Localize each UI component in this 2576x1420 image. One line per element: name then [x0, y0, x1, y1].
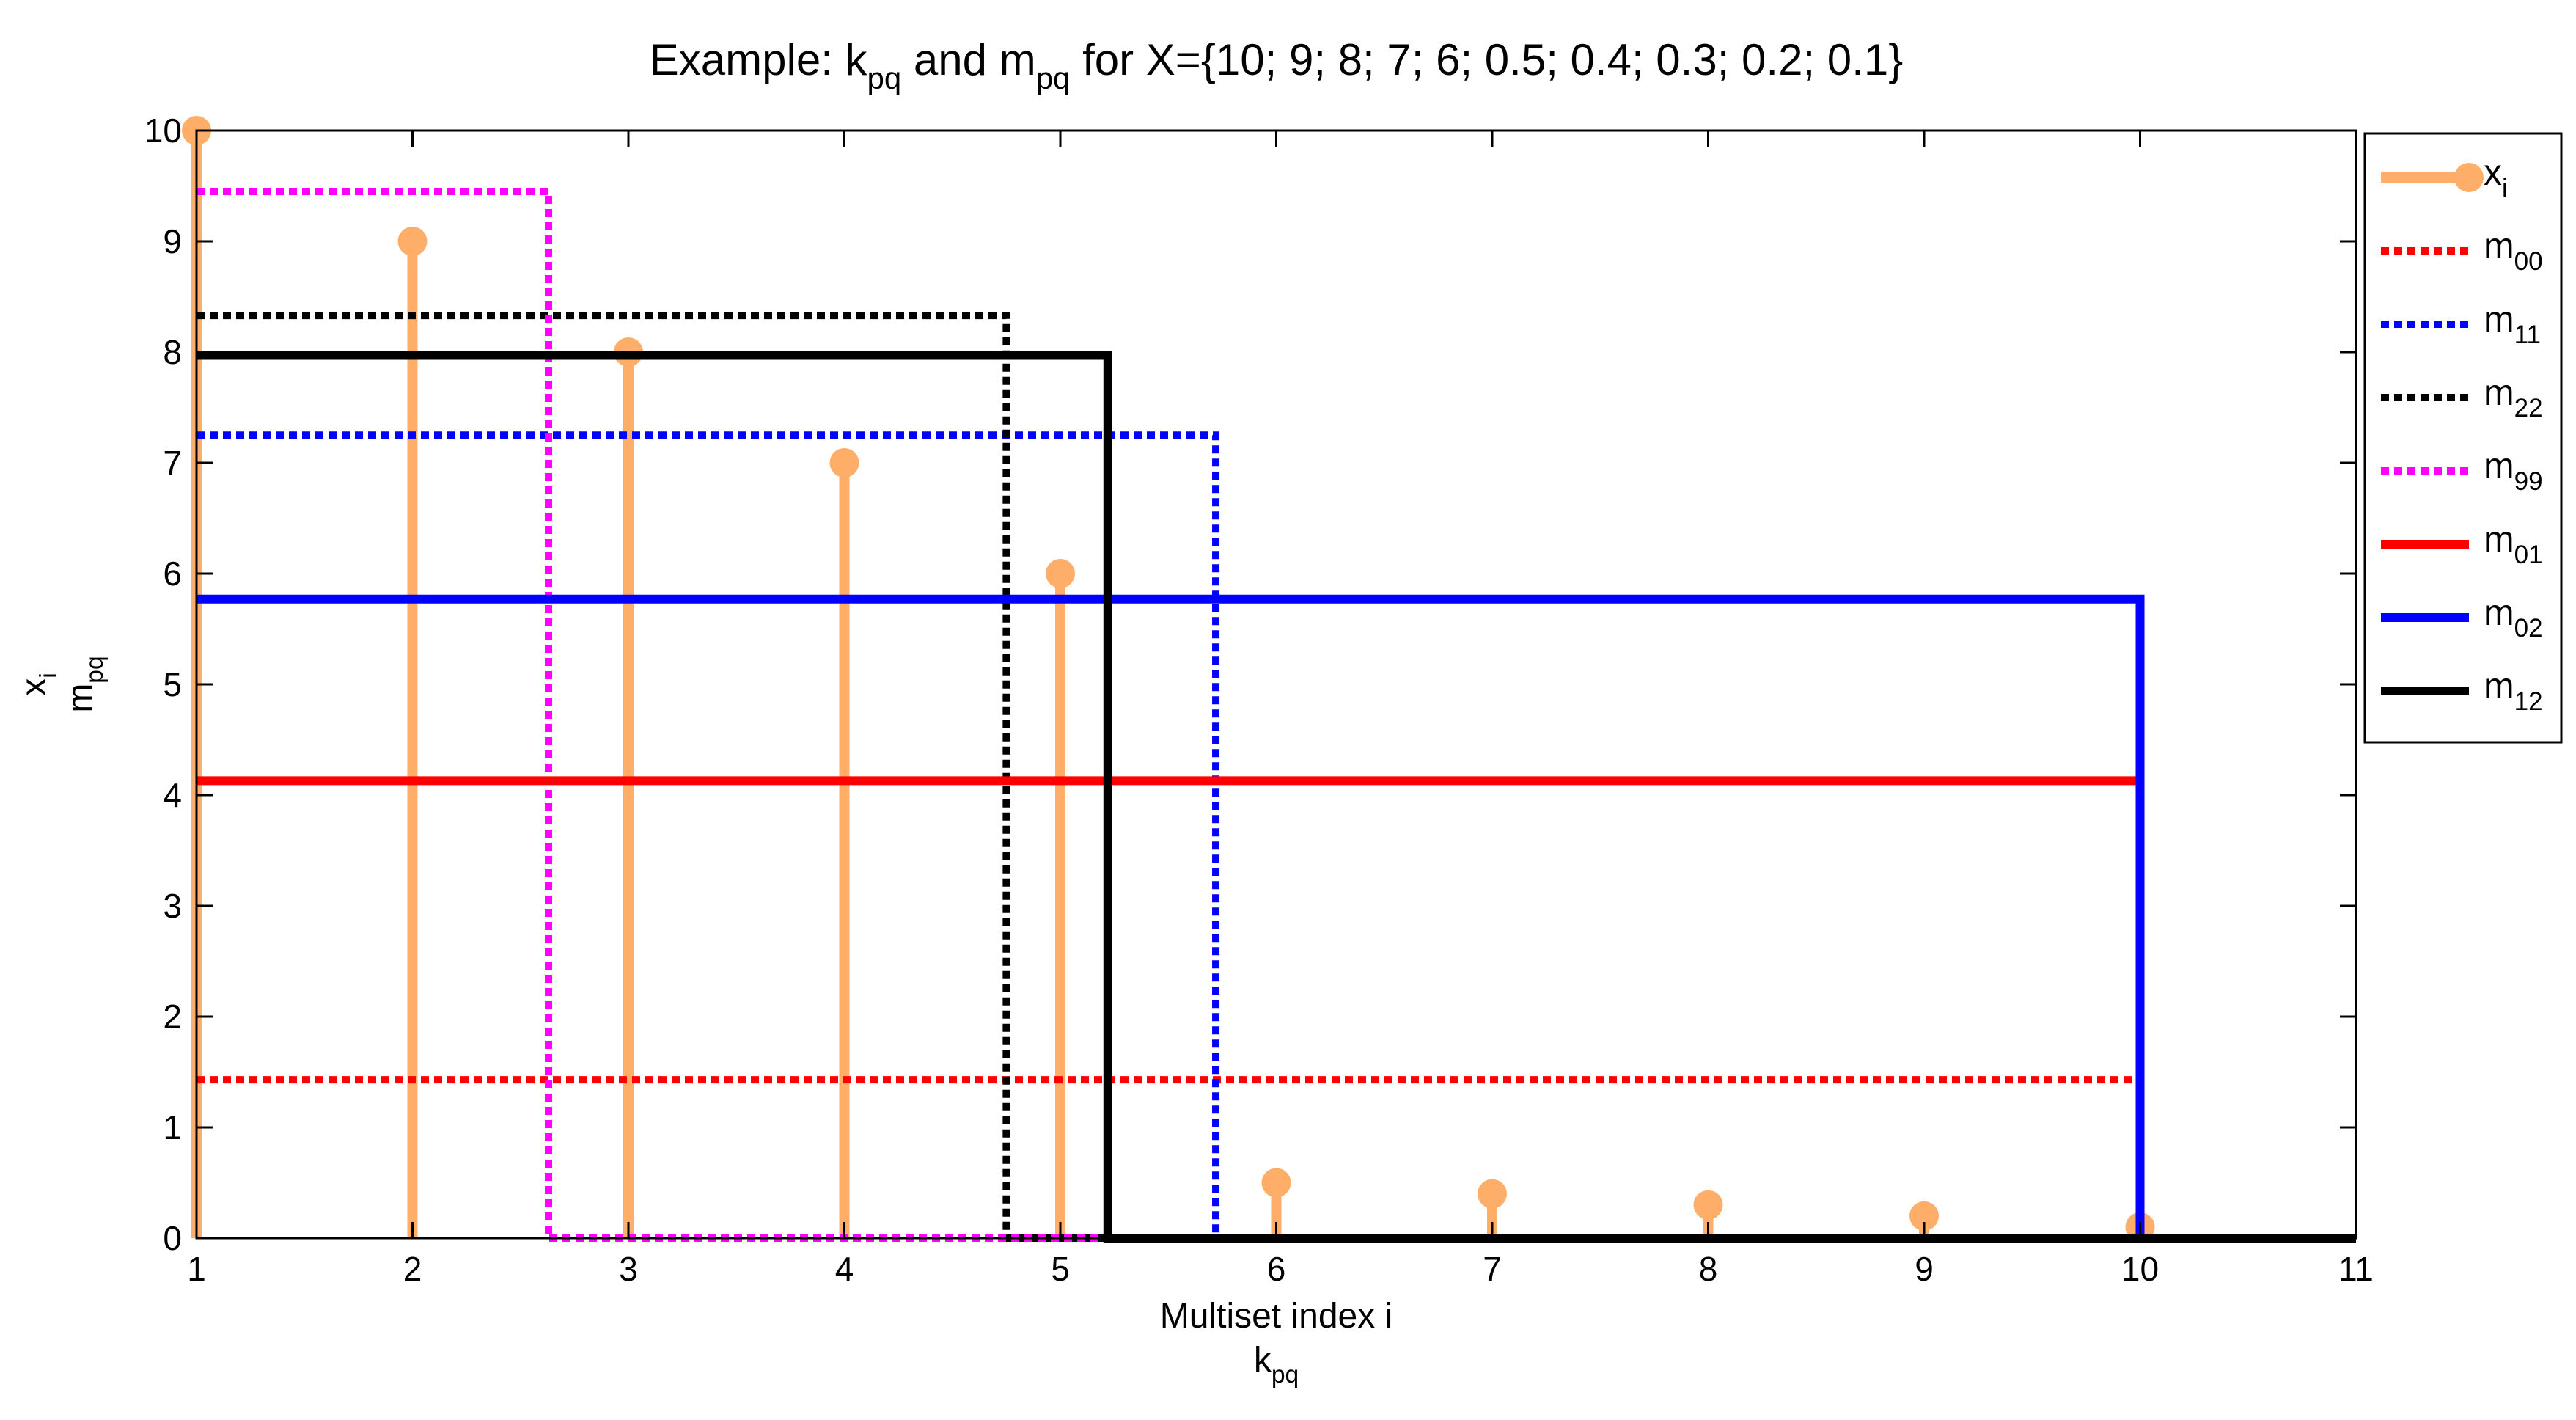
title-part-4: for X={10; 9; 8; 7; 6; 0.5; 0.4; 0.3; 0.…	[1070, 35, 1903, 84]
stem-marker-8	[1693, 1190, 1723, 1220]
legend-label-base-m12: m	[2484, 665, 2514, 706]
title-part-0: Example: k	[650, 35, 868, 84]
x-tick-label-8: 8	[1699, 1250, 1718, 1288]
y-axis-label-line1: xi	[15, 673, 62, 695]
title-subscript-3: pq	[1036, 61, 1071, 95]
title-part-2: and m	[901, 35, 1035, 84]
legend-label-m22: m22	[2484, 372, 2543, 422]
legend-label-subscript-m00: 00	[2514, 247, 2543, 276]
x-axis-label-base: k	[1254, 1341, 1272, 1380]
legend-label-base-m11: m	[2484, 299, 2514, 340]
y-tick-label-6: 6	[163, 555, 182, 593]
stem-marker-5	[1046, 559, 1075, 588]
y-axis-label-base-2: m	[61, 684, 100, 713]
x-axis-label: Multiset index i kpq	[1160, 1297, 1392, 1388]
y-tick-label-8: 8	[163, 333, 182, 371]
series-m11	[197, 431, 2356, 1242]
y-tick-label-0: 0	[163, 1219, 182, 1257]
x-axis-label-line2: kpq	[1254, 1341, 1299, 1388]
y-axis-label-base-1: x	[15, 678, 54, 696]
x-axis-label-subscript: pq	[1272, 1361, 1299, 1388]
legend-label-base-m99: m	[2484, 445, 2514, 486]
x-tick-label-9: 9	[1915, 1250, 1934, 1288]
legend-label-base-m00: m	[2484, 225, 2514, 266]
legend-label-subscript-m12: 12	[2514, 687, 2543, 716]
legend-label-m11: m11	[2484, 299, 2541, 349]
legend-label-m02: m02	[2484, 592, 2543, 643]
legend-label-m12: m12	[2484, 665, 2543, 716]
legend-box	[2363, 132, 2563, 744]
y-tick-label-7: 7	[163, 444, 182, 482]
legend-label-subscript-xi: i	[2502, 174, 2508, 202]
series-m02	[197, 594, 2356, 1242]
y-tick-label-1: 1	[163, 1108, 182, 1146]
series-m12	[197, 351, 2356, 1242]
y-tick-label-4: 4	[163, 776, 182, 814]
legend-label-m99: m99	[2484, 445, 2543, 496]
legend-label-base-m01: m	[2484, 519, 2514, 560]
x-tick-label-4: 4	[835, 1250, 854, 1288]
legend-label-base-xi: x	[2484, 152, 2502, 193]
stem-marker-9	[1909, 1201, 1939, 1231]
stem-marker-7	[1478, 1179, 1507, 1209]
y-tick-label-5: 5	[163, 665, 182, 703]
axes-box	[195, 129, 2357, 1240]
x-tick-label-6: 6	[1267, 1250, 1286, 1288]
y-tick-label-2: 2	[163, 998, 182, 1036]
y-axis-label-subscript-1: i	[35, 673, 62, 678]
x-tick-label-1: 1	[187, 1250, 206, 1288]
plot-area	[182, 116, 2356, 1242]
y-axis-label-line2: mpq	[61, 656, 109, 712]
y-tick-label-10: 10	[144, 111, 182, 150]
x-tick-label-2: 2	[403, 1250, 422, 1288]
x-tick-label-7: 7	[1483, 1250, 1502, 1288]
x-tick-label-3: 3	[619, 1250, 638, 1288]
stem-marker-6	[1261, 1168, 1291, 1198]
x-axis-label-line1: Multiset index i	[1160, 1297, 1392, 1336]
legend-label-m00: m00	[2484, 225, 2543, 276]
legend-label-subscript-m02: 02	[2514, 614, 2543, 643]
legend-label-xi: xi	[2484, 152, 2508, 202]
y-tick-label-3: 3	[163, 887, 182, 925]
legend-label-base-m02: m	[2484, 592, 2514, 633]
legend-label-subscript-m99: 99	[2514, 467, 2543, 496]
y-axis-label-subscript-2: pq	[81, 656, 109, 683]
x-tick-label-10: 10	[2121, 1250, 2159, 1288]
legend-label-subscript-m11: 11	[2514, 321, 2541, 349]
y-tick-label-9: 9	[163, 222, 182, 260]
stem-marker-2	[397, 227, 428, 256]
chart-title-text: Example: kpq and mpq for X={10; 9; 8; 7;…	[650, 35, 1903, 95]
chart-title: Example: kpq and mpq for X={10; 9; 8; 7;…	[650, 35, 1903, 95]
legend-label-subscript-m01: 01	[2514, 541, 2543, 569]
legend-label-base-m22: m	[2484, 372, 2514, 413]
x-tick-label-11: 11	[2338, 1250, 2374, 1288]
stem-marker-4	[829, 448, 859, 477]
legend-label-subscript-m22: 22	[2514, 394, 2543, 422]
legend-label-m01: m01	[2484, 519, 2543, 569]
legend-marker-xi	[2454, 163, 2484, 192]
title-subscript-1: pq	[867, 61, 902, 95]
x-tick-label-5: 5	[1051, 1250, 1070, 1288]
